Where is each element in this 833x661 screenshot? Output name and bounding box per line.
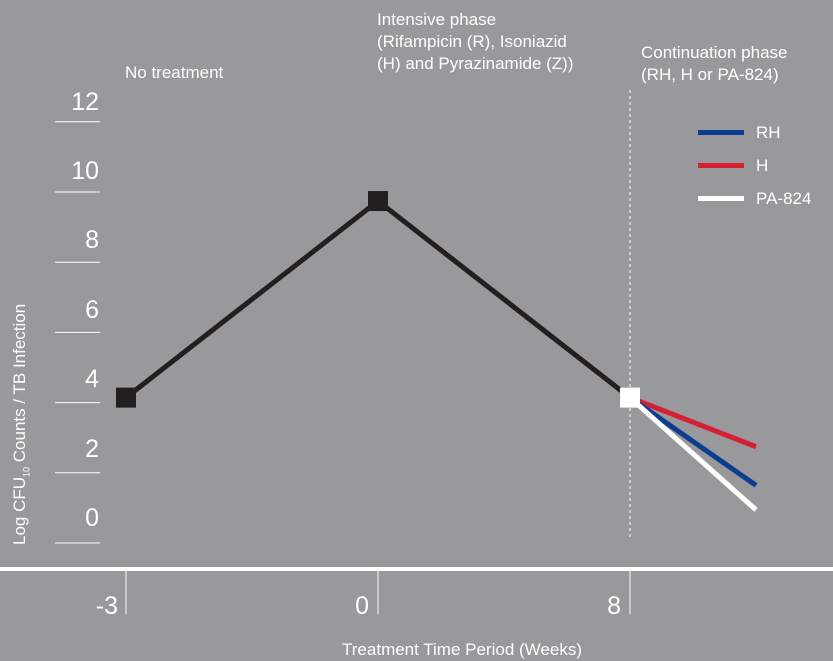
y-tick-label-2: 2 bbox=[85, 435, 99, 463]
intensive-line-1: Intensive phase bbox=[377, 10, 497, 29]
series-line-pa824 bbox=[628, 395, 758, 512]
y-tick-label-10: 10 bbox=[71, 157, 99, 185]
data-point-week-minus3 bbox=[116, 387, 136, 408]
x-axis-label: Treatment Time Period (Weeks) bbox=[342, 640, 582, 659]
phase-label-no-treatment: No treatment bbox=[125, 63, 224, 82]
y-axis-label: Log CFU10 Counts / TB Infection bbox=[10, 304, 31, 545]
y-tick-label-8: 8 bbox=[85, 226, 99, 254]
intensive-line-3: (H) and Pyrazinamide (Z)) bbox=[377, 54, 574, 73]
data-point-week-0 bbox=[368, 191, 388, 212]
intensive-line-2: (Rifampicin (R), Isoniazid bbox=[377, 32, 567, 51]
x-tick-label-minus3: -3 bbox=[95, 592, 118, 620]
x-tick-label-8: 8 bbox=[607, 592, 621, 620]
y-tick-label-12: 12 bbox=[71, 88, 99, 116]
x-tick-label-0: 0 bbox=[355, 592, 369, 620]
legend-label-pa824: PA-824 bbox=[756, 189, 812, 208]
y-tick-label-6: 6 bbox=[85, 296, 99, 324]
phase-label-continuation: Continuation phase (RH, H or PA-824) bbox=[641, 42, 788, 86]
y-axis-label-subscript: 10 bbox=[21, 466, 32, 477]
legend-label-rh: RH bbox=[756, 123, 781, 142]
legend-swatch-pa824 bbox=[698, 196, 744, 201]
data-point-week-8 bbox=[620, 387, 640, 408]
y-axis-label-main: Log CFU bbox=[10, 476, 29, 545]
legend-swatch-rh bbox=[698, 130, 744, 135]
continuation-line-1: Continuation phase bbox=[641, 43, 788, 62]
phase-label-intensive: Intensive phase (Rifampicin (R), Isoniaz… bbox=[377, 9, 574, 75]
y-tick-label-4: 4 bbox=[85, 365, 99, 393]
main-series-line bbox=[124, 197, 632, 400]
legend-label-h: H bbox=[756, 156, 769, 175]
legend-swatch-h bbox=[698, 163, 744, 168]
series-line-rh bbox=[628, 395, 758, 488]
y-tick-label-0: 0 bbox=[85, 504, 99, 532]
continuation-line-2: (RH, H or PA-824) bbox=[641, 65, 779, 84]
y-axis-label-rest: Counts / TB Infection bbox=[10, 303, 29, 467]
series-line-h bbox=[629, 395, 757, 450]
